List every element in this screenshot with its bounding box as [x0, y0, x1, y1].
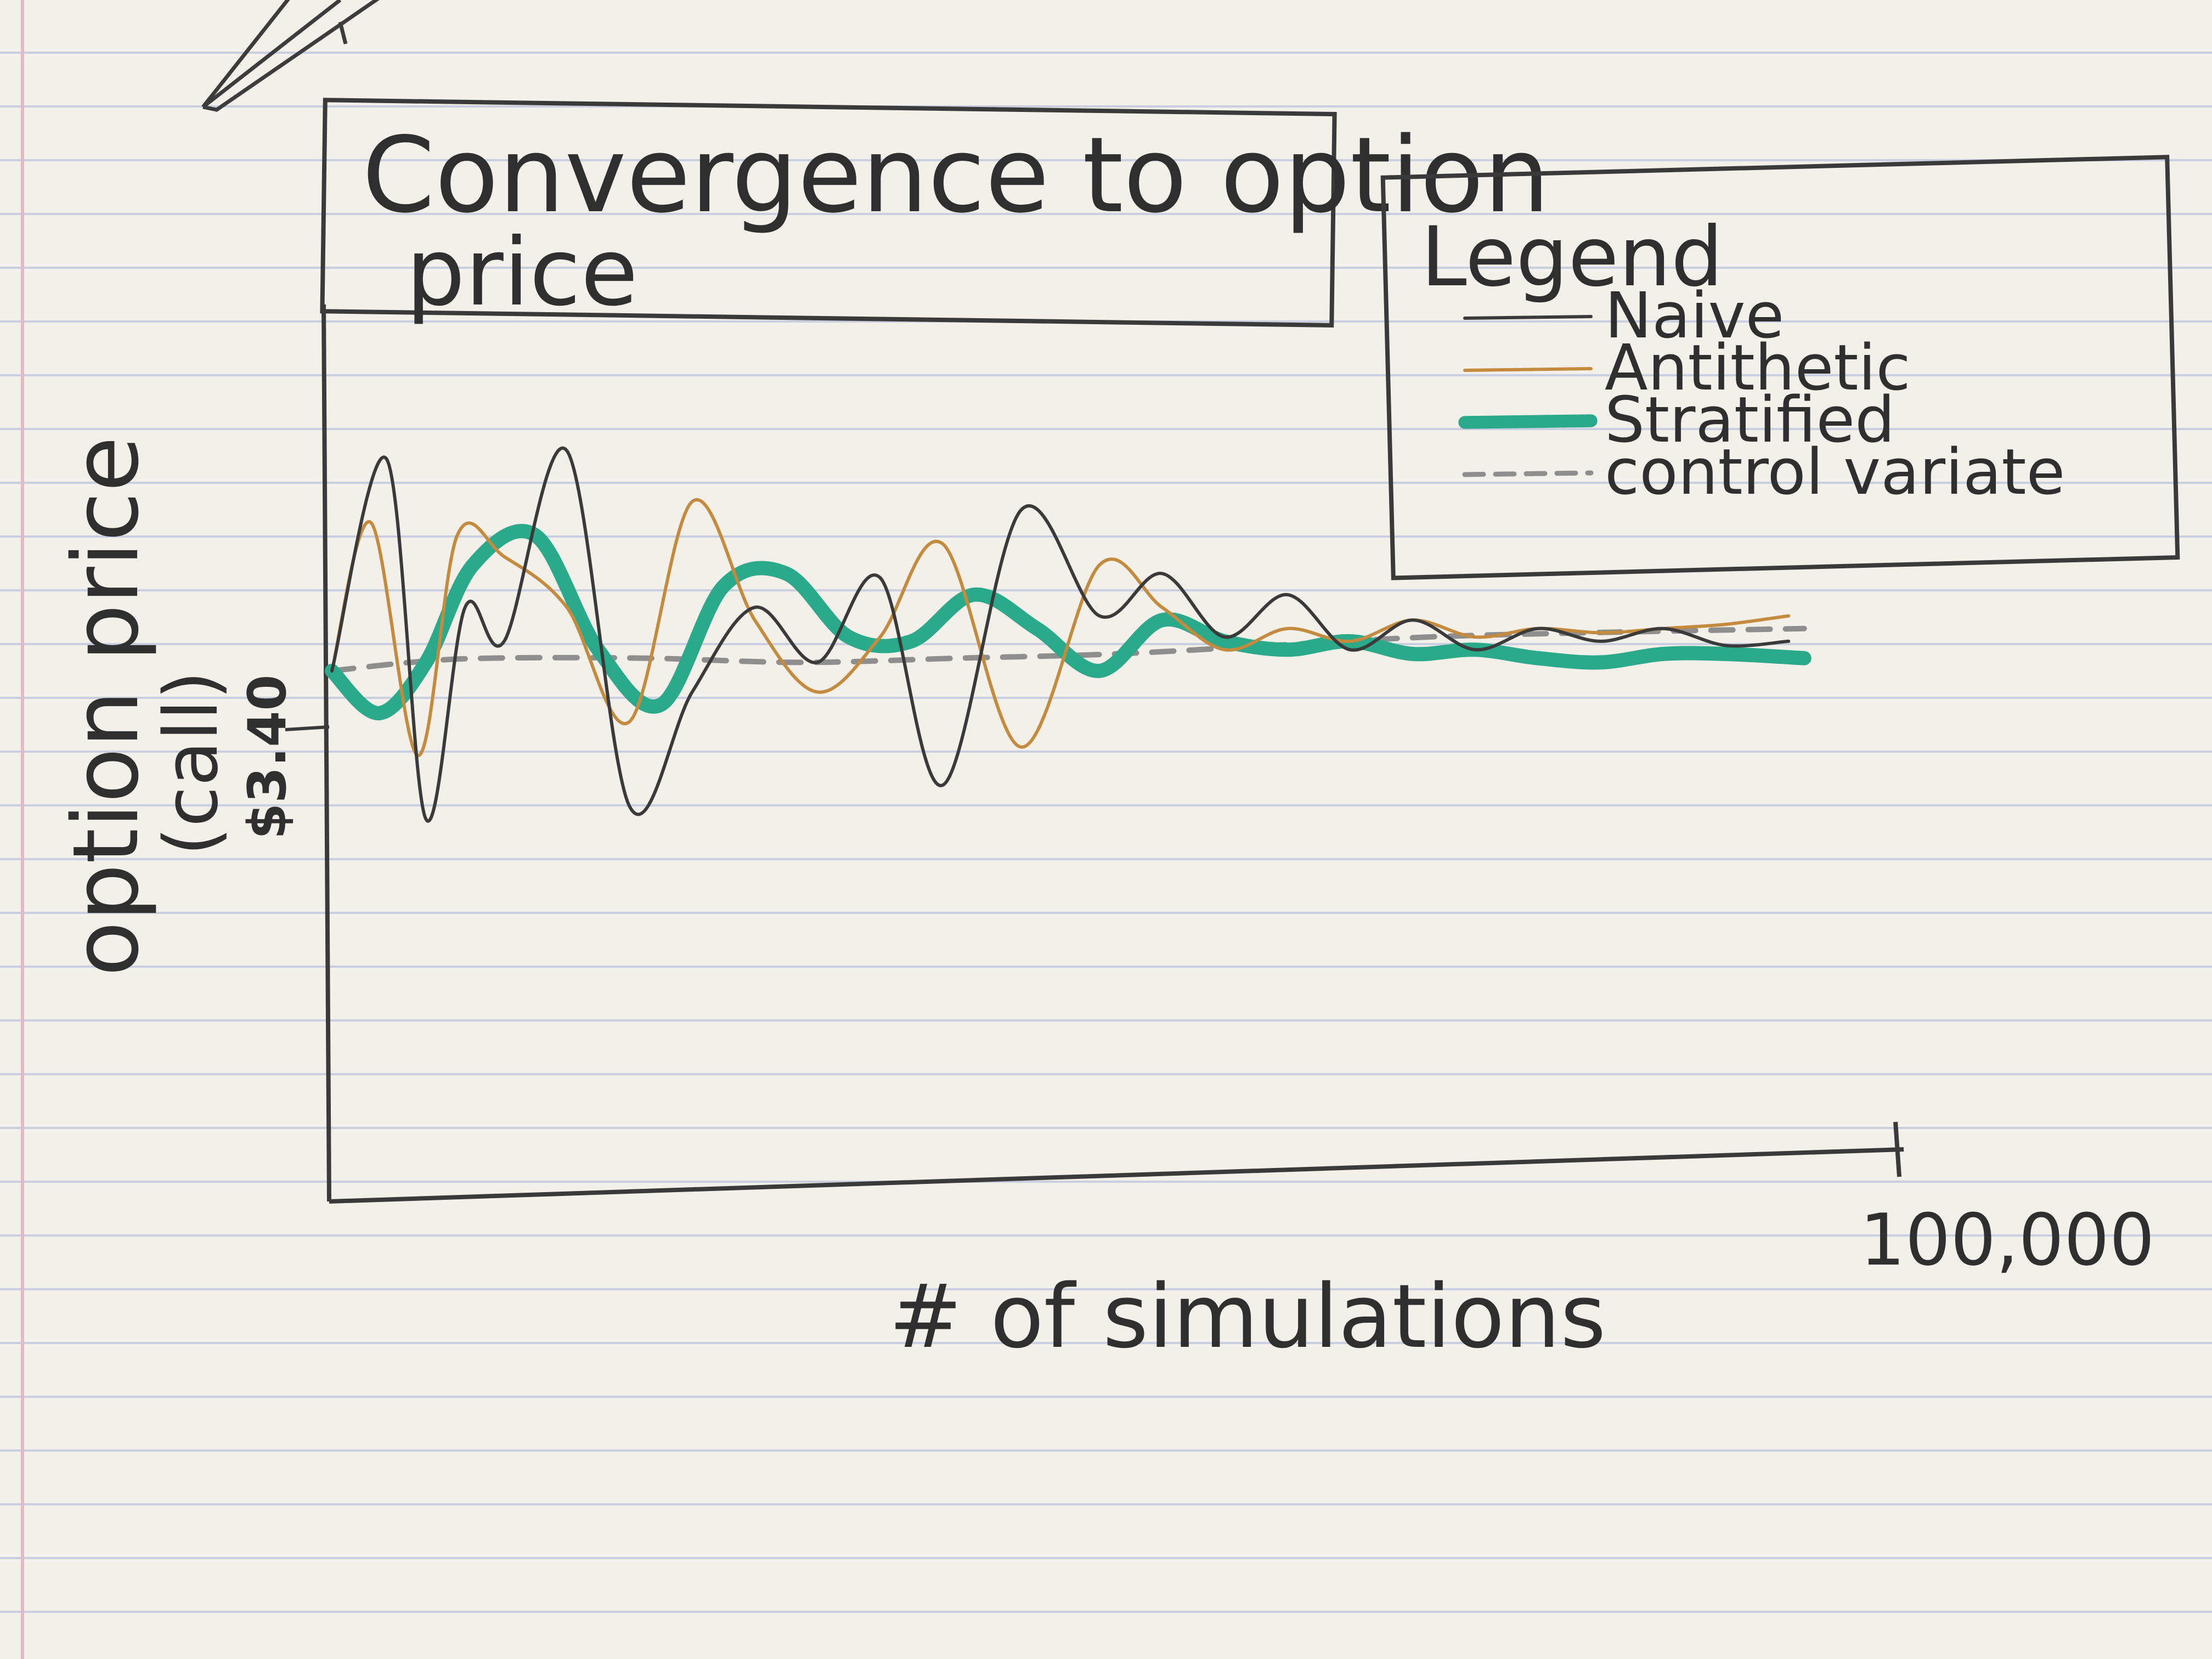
legend-title: Legend: [1421, 210, 1723, 305]
y-axis-label-line2: (call): [148, 671, 234, 856]
series-line-control-variate: [329, 625, 1807, 674]
chart-title-line1: Convergence to option: [362, 115, 1550, 236]
corner-sketch: [201, 0, 380, 112]
x-tick-label: 100,000: [1860, 1198, 2155, 1282]
series-layer: [325, 447, 1812, 823]
legend-swatch-naive: [1463, 315, 1593, 320]
legend-box: [1380, 155, 2180, 580]
legend-label-stratified: Stratified: [1605, 383, 1895, 457]
y-axis: [321, 304, 331, 1202]
chart-title-line2: price: [406, 218, 638, 327]
legend-swatch-control-variate: [1462, 470, 1594, 477]
margin-line: [21, 0, 24, 1659]
legend-label-control-variate: control variate: [1605, 436, 2065, 509]
y-tick-mark: [285, 725, 330, 731]
series-line-stratified: [325, 524, 1812, 720]
legend-swatch-stratified: [1458, 414, 1598, 429]
y-tick-label: $3.40: [238, 675, 298, 840]
series-line-naive: [330, 447, 1791, 823]
title-box: [320, 98, 1337, 328]
y-axis-label: option price: [53, 436, 159, 977]
legend-swatch-antithetic: [1463, 367, 1593, 372]
legend-label-antithetic: Antithetic: [1605, 331, 1911, 405]
x-axis-end-tick: [1893, 1121, 1901, 1177]
x-axis-label: # of simulations: [889, 1265, 1606, 1368]
legend-label-naive: Naive: [1605, 279, 1784, 353]
x-axis: [329, 1147, 1904, 1204]
series-line-antithetic: [330, 498, 1791, 758]
